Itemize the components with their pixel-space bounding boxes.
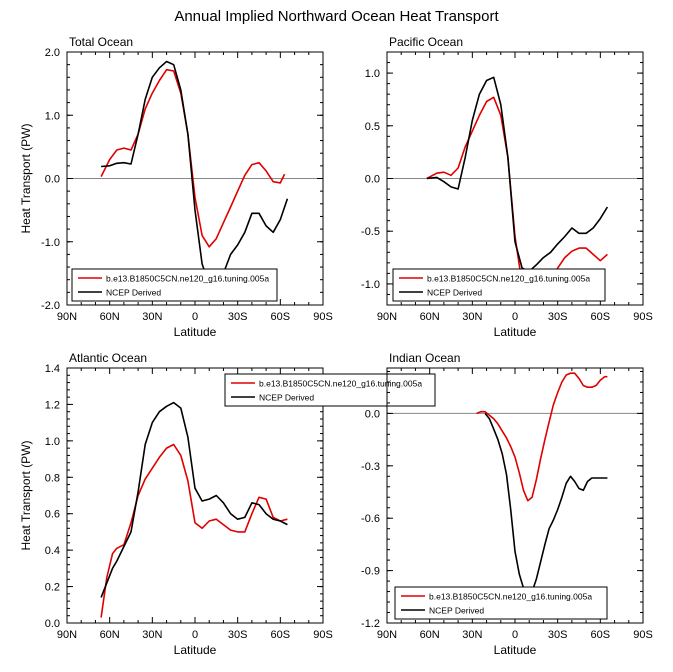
x-tick-label: 90N (377, 629, 397, 641)
x-tick-label: 90S (633, 311, 653, 323)
x-tick-label: 60N (420, 629, 440, 641)
x-tick-label: 30N (462, 311, 482, 323)
legend: b.e13.B1850C5CN.ne120_g16.tuning.005a NCE… (71, 268, 278, 302)
legend-entry: b.e13.B1850C5CN.ne120_g16.tuning.005a (429, 592, 592, 602)
x-tick-label: 30S (548, 629, 568, 641)
y-tick-label: 0.2 (45, 582, 60, 594)
y-tick-label: 0.6 (45, 509, 60, 521)
panel-atlantic-ocean: Atlantic Ocean 90N 60N 30N 0 30S 60S 90S 1.4 1.2 1… (19, 351, 436, 657)
legend: b.e13.B1850C5CN.ne120_g16.tuning.005a NCE… (394, 586, 608, 620)
x-tick-label: 30N (462, 629, 482, 641)
y-tick-label: 0.8 (45, 472, 60, 484)
figure-title: Annual Implied Northward Ocean Heat Tran… (174, 8, 499, 25)
x-tick-label: 30N (142, 629, 162, 641)
legend-entry: b.e13.B1850C5CN.ne120_g16.tuning.005a (259, 379, 422, 389)
x-tick-label: 90N (377, 311, 397, 323)
x-tick-label: 30S (548, 311, 568, 323)
x-axis-label: Latitude (494, 325, 537, 339)
legend: b.e13.B1850C5CN.ne120_g16.tuning.005a NCE… (224, 373, 436, 407)
y-tick-label: -0.5 (361, 226, 380, 238)
x-tick-label: 60N (100, 629, 120, 641)
y-tick-label: 0.5 (365, 121, 380, 133)
x-axis-label: Latitude (174, 643, 217, 657)
y-tick-label: 0.4 (45, 545, 60, 557)
ncep-series-line (484, 412, 608, 595)
x-tick-label: 0 (192, 629, 198, 641)
y-tick-label: 2.0 (45, 47, 60, 59)
model-series-line (100, 443, 288, 618)
y-tick-label: -0.6 (361, 513, 380, 525)
x-tick-label: 60N (100, 311, 120, 323)
panel-title: Pacific Ocean (389, 35, 463, 49)
x-tick-label: 0 (512, 629, 518, 641)
x-tick-label: 90S (313, 311, 333, 323)
legend: b.e13.B1850C5CN.ne120_g16.tuning.005a NCE… (392, 268, 606, 302)
x-tick-label: 0 (512, 311, 518, 323)
y-tick-label: -2.0 (41, 300, 60, 312)
legend-entry: NCEP Derived (259, 393, 314, 403)
x-tick-label: 60S (271, 311, 291, 323)
y-tick-label: 1.0 (45, 436, 60, 448)
x-tick-label: 30S (228, 629, 248, 641)
legend-entry: NCEP Derived (106, 288, 161, 298)
x-tick-label: 60S (271, 629, 291, 641)
x-tick-label: 90N (57, 311, 77, 323)
model-series-line (100, 68, 286, 248)
y-tick-label: 0.0 (365, 174, 380, 186)
x-tick-label: 90S (633, 629, 653, 641)
model-series-line (476, 372, 608, 502)
x-axis-label: Latitude (174, 325, 217, 339)
ncep-series-line (426, 76, 609, 273)
y-tick-label: 1.0 (365, 68, 380, 80)
legend-box (394, 586, 608, 620)
y-axis-label: Heat Transport (PW) (19, 440, 33, 550)
legend-box (392, 268, 606, 302)
panel-pacific-ocean: Pacific Ocean 90N 60N 30N 0 30S 60S 90S 1.0 0.5 0.… (361, 35, 653, 339)
y-tick-label: 1.0 (45, 110, 60, 122)
x-tick-label: 0 (192, 311, 198, 323)
legend-entry: b.e13.B1850C5CN.ne120_g16.tuning.005a (106, 274, 269, 284)
x-tick-label: 30S (228, 311, 248, 323)
y-tick-label: 1.4 (45, 363, 60, 375)
ncep-series-line (101, 60, 289, 286)
x-tick-label: 60S (591, 629, 611, 641)
legend-box (71, 268, 278, 302)
y-tick-label: 0.0 (365, 408, 380, 420)
legend-box (224, 373, 436, 407)
panel-title: Total Ocean (69, 35, 133, 49)
panel-total-ocean: Total Ocean 90N 60N 30N 0 30S 60S 90S 2.0 1.0 0.0 -… (19, 35, 333, 339)
panel-indian-ocean: Indian Ocean 90N 60N 30N 0 30S 60S 90S 0.0 -0.3 -0… (361, 351, 653, 657)
model-series-line (426, 96, 608, 299)
y-tick-label: -1.0 (361, 279, 380, 291)
y-tick-label: 1.2 (45, 399, 60, 411)
x-tick-label: 90N (57, 629, 77, 641)
y-tick-label: -1.2 (361, 618, 380, 630)
legend-entry: NCEP Derived (429, 606, 484, 616)
x-tick-label: 90S (313, 629, 333, 641)
y-tick-label: -0.3 (361, 461, 380, 473)
y-tick-label: 0.0 (45, 174, 60, 186)
x-axis-label: Latitude (494, 643, 537, 657)
ncep-series-line (100, 401, 288, 598)
x-tick-label: 30N (142, 311, 162, 323)
y-axis-label: Heat Transport (PW) (19, 123, 33, 233)
x-tick-label: 60N (420, 311, 440, 323)
legend-entry: b.e13.B1850C5CN.ne120_g16.tuning.005a (427, 274, 590, 284)
x-tick-label: 60S (591, 311, 611, 323)
y-tick-label: 0.0 (45, 618, 60, 630)
panel-title: Indian Ocean (389, 351, 460, 365)
y-tick-label: -0.9 (361, 566, 380, 578)
legend-entry: NCEP Derived (427, 288, 482, 298)
panel-title: Atlantic Ocean (69, 351, 147, 365)
y-tick-label: -1.0 (41, 237, 60, 249)
